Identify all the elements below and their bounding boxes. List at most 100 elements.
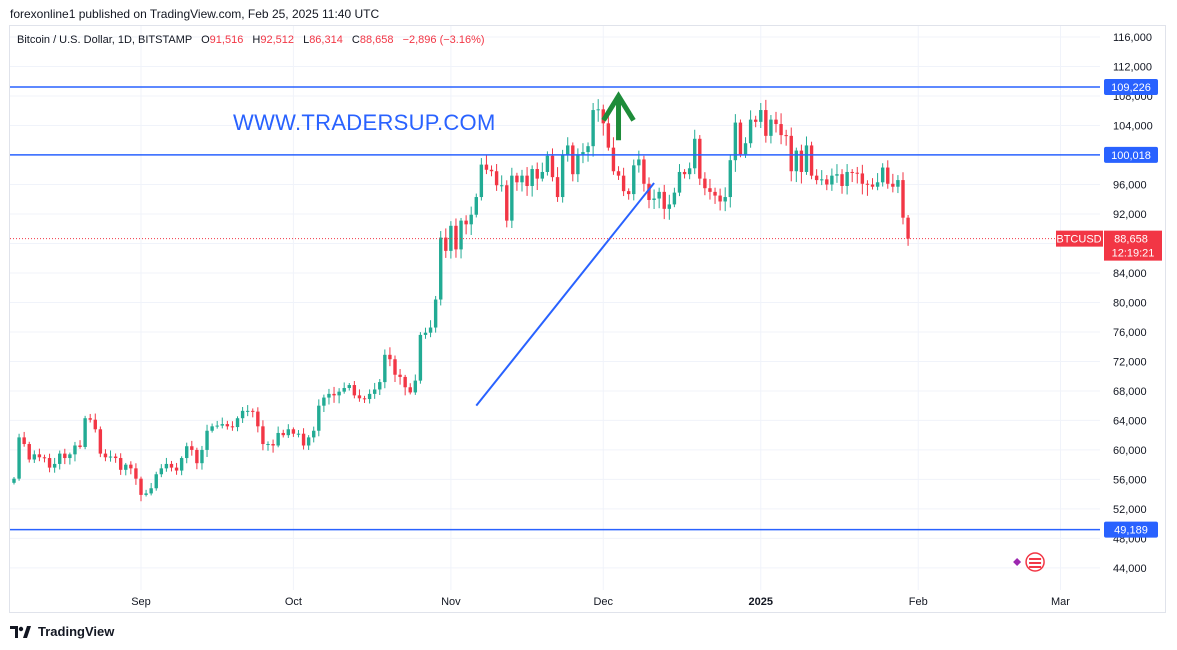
candle-body [378, 382, 382, 390]
candle-body [657, 191, 661, 199]
candle-body [652, 198, 656, 200]
candle-body [190, 446, 194, 450]
y-tick-label: 68,000 [1113, 386, 1147, 398]
candle-body [794, 150, 799, 172]
candle-body [687, 168, 692, 175]
up-arrow-icon[interactable] [601, 91, 636, 141]
candle-body [499, 185, 504, 187]
candle-body [891, 183, 895, 187]
candle-body [474, 197, 478, 215]
candle-body [225, 424, 230, 427]
candle-body [865, 183, 870, 185]
level-price-label: 49,189 [1114, 525, 1148, 537]
candle-body [850, 171, 854, 173]
last-price-tag [1104, 230, 1162, 261]
candles [12, 99, 910, 502]
close-value: 88,658 [359, 34, 394, 46]
candle-body [118, 458, 123, 470]
candle-body [855, 172, 859, 174]
candle-body [560, 155, 565, 198]
candle-body [566, 145, 570, 156]
symbol-legend: Bitcoin / U.S. Dollar, 1D, BITSTAMP O91,… [17, 34, 485, 46]
candle-body [718, 195, 722, 202]
chart-frame[interactable] [9, 25, 1166, 613]
candle-body [510, 175, 514, 221]
candle-body [901, 180, 905, 218]
candle-body [880, 167, 885, 183]
candle-body [352, 385, 357, 396]
candle-body [144, 493, 148, 495]
candle-body [301, 433, 306, 446]
candle-body [515, 175, 519, 183]
candle-body [830, 175, 834, 185]
candle-body [520, 175, 524, 183]
candle-body [886, 167, 890, 184]
candle-body [271, 444, 275, 446]
candle-body [408, 387, 412, 393]
candle-body [586, 146, 590, 153]
candle-body [449, 225, 453, 251]
candle-body [245, 410, 250, 412]
candle-body [753, 119, 758, 122]
y-tick-label: 72,000 [1113, 356, 1147, 368]
candle-body [698, 138, 702, 179]
candle-body [312, 430, 316, 438]
candle-body [845, 171, 849, 186]
candle-body [281, 432, 285, 436]
candle-body [179, 458, 184, 471]
candle-body [230, 426, 235, 428]
candle-body [433, 299, 438, 328]
event-diamond-icon[interactable] [1013, 557, 1022, 566]
flag-stripe [1029, 561, 1042, 564]
candle-body [662, 191, 666, 209]
level-price-label: 100,018 [1111, 150, 1151, 162]
candle-body [251, 410, 255, 412]
candle-body [403, 376, 407, 388]
candle-body [708, 188, 712, 192]
candle-body [372, 389, 377, 394]
candle-body [764, 110, 768, 136]
candle-body [12, 478, 16, 483]
open-label: O [201, 34, 210, 46]
candle-body [637, 159, 641, 166]
candle-body [108, 456, 113, 458]
y-tick-label: 80,000 [1113, 297, 1147, 309]
y-tick-label: 64,000 [1113, 415, 1147, 427]
candle-body [32, 454, 37, 460]
candle-body [342, 387, 346, 392]
candle-body [256, 411, 260, 427]
candle-body [616, 171, 621, 176]
candle-body [149, 488, 153, 494]
change-value: −2,896 (−3.16%) [402, 34, 485, 46]
candle-body [47, 458, 52, 468]
candle-body [799, 150, 804, 172]
candle-body [550, 155, 555, 178]
candle-body [362, 398, 367, 400]
x-tick-label: Sep [131, 596, 151, 608]
candle-body [505, 185, 509, 221]
candle-body [154, 474, 158, 489]
candle-body [444, 237, 448, 251]
candle-body [489, 169, 494, 172]
candle-body [606, 123, 611, 148]
candle-body [235, 418, 240, 428]
candle-body [367, 393, 372, 400]
candle-body [205, 430, 209, 450]
candle-body [337, 391, 341, 396]
y-tick-label: 92,000 [1113, 209, 1147, 221]
candle-body [896, 180, 900, 187]
candle-body [626, 191, 631, 195]
y-axis: 116,000112,000108,000104,000100,00096,00… [1113, 32, 1153, 575]
candle-body [428, 327, 433, 333]
low-value: 86,314 [309, 34, 343, 46]
x-tick-label: Oct [285, 596, 302, 608]
trend-line[interactable] [475, 182, 655, 407]
candle-body [642, 159, 646, 184]
candle-body [809, 145, 814, 176]
x-tick-label: Nov [441, 596, 461, 608]
symbol-tag-label: BTCUSD [1056, 234, 1101, 246]
candle-body [743, 143, 748, 155]
candle-body [327, 393, 331, 398]
candle-body [784, 135, 788, 137]
